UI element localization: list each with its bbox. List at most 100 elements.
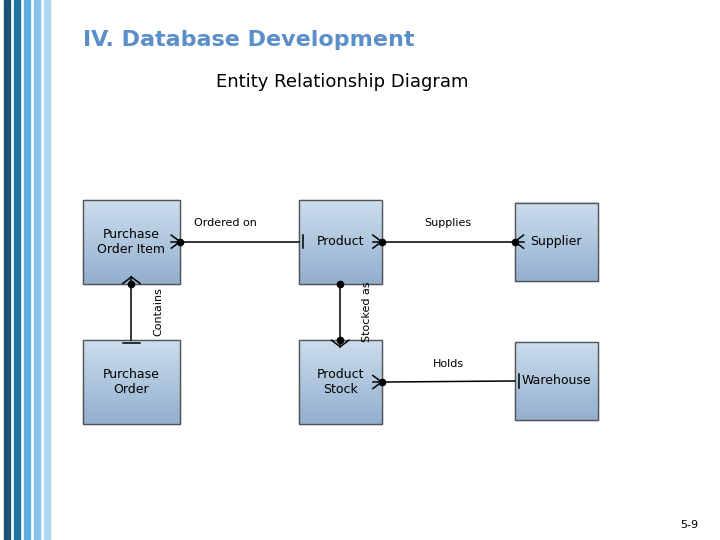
Bar xyxy=(299,218,382,221)
Bar xyxy=(83,342,180,345)
Bar xyxy=(515,206,598,208)
Bar xyxy=(299,241,382,244)
Bar xyxy=(515,343,598,346)
Bar xyxy=(515,381,598,383)
Bar xyxy=(515,373,598,375)
Bar xyxy=(515,257,598,259)
Bar xyxy=(299,206,382,208)
Bar xyxy=(299,403,382,405)
Bar xyxy=(515,247,598,249)
Bar xyxy=(83,275,180,277)
Bar xyxy=(83,401,180,403)
Bar xyxy=(515,400,598,402)
Bar xyxy=(299,210,382,212)
Bar xyxy=(83,356,180,359)
Bar xyxy=(299,229,382,231)
Bar xyxy=(83,355,180,357)
Bar xyxy=(515,408,598,410)
Bar xyxy=(299,394,382,397)
Bar xyxy=(83,222,180,225)
Bar xyxy=(515,244,598,246)
Bar xyxy=(299,246,382,248)
Bar xyxy=(515,371,598,373)
Bar xyxy=(299,382,382,384)
Bar xyxy=(299,233,382,235)
Bar xyxy=(83,246,180,248)
Bar xyxy=(515,365,598,367)
Bar xyxy=(515,226,598,228)
Bar xyxy=(515,390,598,393)
Bar xyxy=(299,420,382,422)
Bar xyxy=(299,220,382,223)
Bar xyxy=(299,212,382,214)
Bar xyxy=(515,349,598,352)
Bar xyxy=(299,401,382,403)
Bar xyxy=(299,279,382,281)
Bar xyxy=(515,228,598,230)
Bar xyxy=(83,244,180,246)
Bar xyxy=(83,208,180,210)
Bar xyxy=(83,227,180,229)
Bar xyxy=(515,387,598,389)
Text: Purchase
Order: Purchase Order xyxy=(103,368,160,396)
Bar xyxy=(83,200,180,284)
Bar xyxy=(299,388,382,390)
Bar xyxy=(83,254,180,256)
Bar xyxy=(83,206,180,208)
Bar xyxy=(83,281,180,284)
Bar xyxy=(515,352,598,354)
Bar xyxy=(299,384,382,386)
Bar xyxy=(83,241,180,244)
Bar xyxy=(83,233,180,235)
Text: Warehouse: Warehouse xyxy=(521,374,591,388)
Bar xyxy=(299,374,382,376)
Bar xyxy=(515,361,598,363)
Bar xyxy=(299,399,382,401)
Bar xyxy=(83,266,180,269)
Bar xyxy=(83,372,180,374)
Bar xyxy=(299,235,382,238)
Bar xyxy=(299,265,382,267)
Bar xyxy=(515,255,598,258)
Text: Ordered on: Ordered on xyxy=(194,218,256,228)
Bar xyxy=(515,384,598,387)
Bar xyxy=(83,365,180,367)
Bar xyxy=(515,363,598,365)
Bar xyxy=(83,204,180,206)
Bar xyxy=(83,353,180,355)
Bar xyxy=(299,231,382,233)
Bar xyxy=(299,390,382,393)
Bar xyxy=(83,346,180,349)
Bar xyxy=(299,237,382,240)
Bar xyxy=(299,359,382,361)
Bar xyxy=(24,0,30,540)
Bar xyxy=(83,396,180,399)
Bar xyxy=(515,357,598,360)
Bar xyxy=(83,248,180,250)
Bar xyxy=(299,346,382,349)
Bar xyxy=(515,267,598,269)
Bar xyxy=(515,265,598,267)
Bar xyxy=(299,275,382,277)
Bar xyxy=(299,377,382,380)
Bar xyxy=(515,218,598,220)
Bar xyxy=(299,262,382,265)
Bar xyxy=(83,210,180,212)
Bar xyxy=(83,407,180,409)
Bar xyxy=(83,237,180,240)
Text: Supplier: Supplier xyxy=(531,235,582,248)
Bar xyxy=(515,224,598,226)
Bar xyxy=(299,348,382,350)
Bar xyxy=(83,405,180,407)
Text: Purchase
Order Item: Purchase Order Item xyxy=(97,228,166,255)
Bar xyxy=(299,208,382,210)
Bar xyxy=(299,361,382,363)
Bar xyxy=(83,394,180,397)
Bar xyxy=(83,265,180,267)
Bar xyxy=(515,342,598,344)
Bar xyxy=(299,411,382,414)
Bar xyxy=(299,199,382,202)
Bar xyxy=(515,276,598,279)
Bar xyxy=(515,271,598,273)
Bar xyxy=(515,393,598,395)
